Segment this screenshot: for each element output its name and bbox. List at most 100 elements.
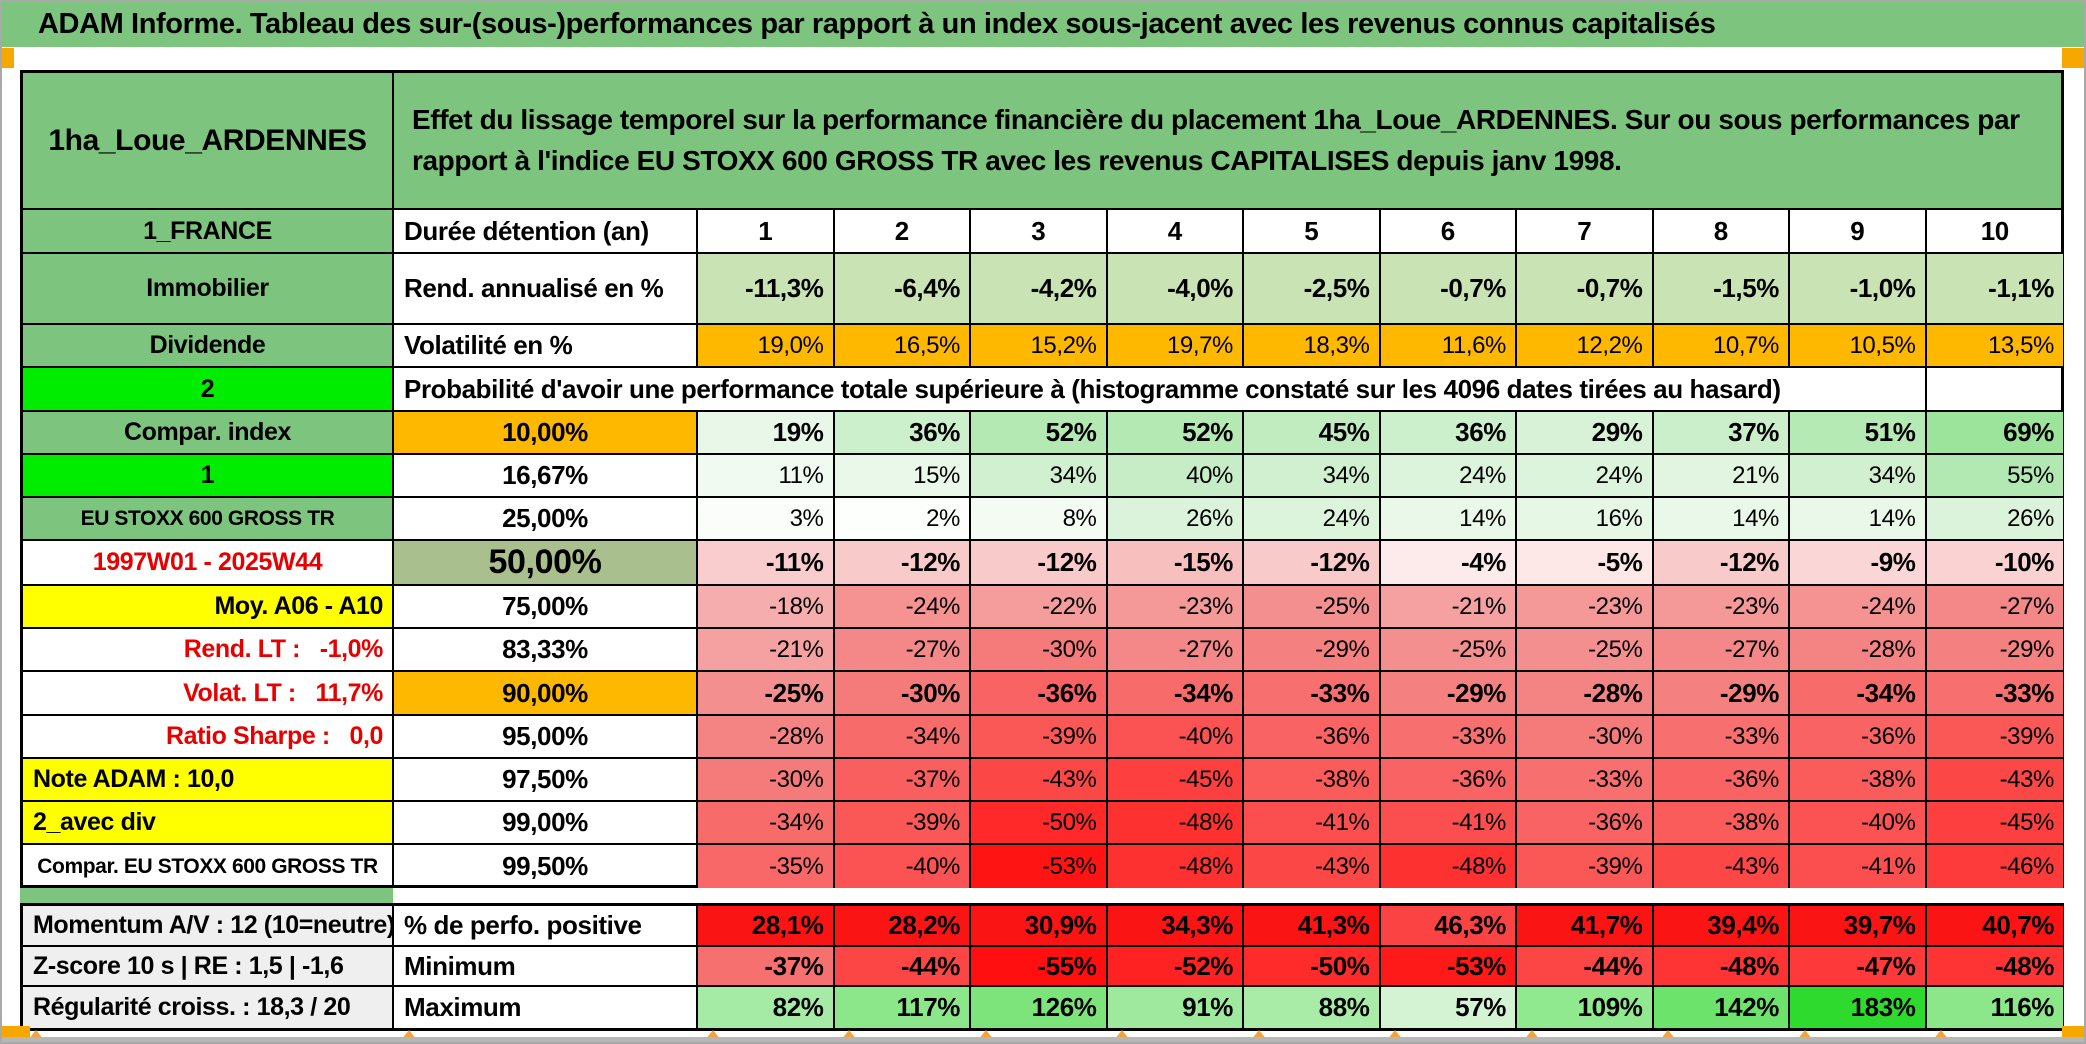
value-cell[interactable]: 69% [1926,412,2063,455]
value-cell[interactable]: 14% [1380,498,1517,541]
value-cell[interactable]: -29% [1926,629,2063,672]
threshold-cell[interactable]: 97,50% [394,759,698,802]
value-cell[interactable]: -18% [698,586,835,629]
value-cell[interactable]: 24% [1244,498,1381,541]
value-cell[interactable]: -33% [1380,716,1517,759]
value-cell[interactable]: -48% [1380,845,1517,888]
metric-cell[interactable]: Volatilité en % [394,325,698,368]
value-cell[interactable]: -15% [1107,541,1244,586]
value-cell[interactable]: -12% [834,541,971,586]
value-cell[interactable]: -2,5% [1244,254,1381,325]
row-label-cell[interactable]: Compar. index [23,412,394,455]
value-cell[interactable]: -48% [1107,802,1244,845]
value-cell[interactable]: 14% [1790,498,1927,541]
value-cell[interactable]: 46,3% [1380,906,1517,947]
value-cell[interactable]: -41% [1244,802,1381,845]
value-cell[interactable]: 8% [971,498,1108,541]
value-cell[interactable]: 57% [1380,987,1517,1028]
row-label-cell[interactable]: 2 [23,368,394,412]
column-header-cell[interactable]: 7 [1517,210,1654,254]
value-cell[interactable]: -4% [1380,541,1517,586]
placement-name-cell[interactable]: 1ha_Loue_ARDENNES [23,73,394,210]
value-cell[interactable]: -37% [698,947,835,987]
value-cell[interactable]: -25% [1244,586,1381,629]
value-cell[interactable]: -6,4% [834,254,971,325]
value-cell[interactable]: 39,7% [1790,906,1927,947]
value-cell[interactable]: -28% [698,716,835,759]
value-cell[interactable]: -10% [1926,541,2063,586]
value-cell[interactable]: -33% [1926,672,2063,716]
value-cell[interactable]: 19,7% [1107,325,1244,368]
value-cell[interactable]: -40% [1790,802,1927,845]
value-cell[interactable]: 40,7% [1926,906,2063,947]
value-cell[interactable]: 55% [1926,455,2063,498]
value-cell[interactable]: -53% [971,845,1108,888]
value-cell[interactable]: 82% [698,987,835,1028]
value-cell[interactable]: 36% [834,412,971,455]
value-cell[interactable]: 52% [971,412,1108,455]
threshold-cell[interactable]: 10,00% [394,412,698,455]
row-label-cell[interactable]: Volat. LT : 11,7% [23,672,394,716]
value-cell[interactable]: 15% [834,455,971,498]
value-cell[interactable]: 21% [1653,455,1790,498]
value-cell[interactable]: -44% [1517,947,1654,987]
value-cell[interactable]: 10,7% [1653,325,1790,368]
value-cell[interactable]: -28% [1790,629,1927,672]
value-cell[interactable]: 45% [1244,412,1381,455]
value-cell[interactable]: -1,0% [1790,254,1927,325]
value-cell[interactable]: -40% [1107,716,1244,759]
threshold-cell[interactable]: 99,50% [394,845,698,888]
column-header-cell[interactable]: 6 [1380,210,1517,254]
value-cell[interactable]: -1,1% [1926,254,2063,325]
value-cell[interactable]: -25% [1380,629,1517,672]
value-cell[interactable]: -0,7% [1517,254,1654,325]
value-cell[interactable]: -12% [1653,541,1790,586]
empty-cell[interactable] [1926,368,2063,412]
value-cell[interactable]: -33% [1517,759,1654,802]
value-cell[interactable]: -33% [1244,672,1381,716]
row-label-cell[interactable]: EU STOXX 600 GROSS TR [23,498,394,541]
value-cell[interactable]: 24% [1517,455,1654,498]
value-cell[interactable]: -4,2% [971,254,1108,325]
value-cell[interactable]: -38% [1244,759,1381,802]
value-cell[interactable]: -38% [1790,759,1927,802]
value-cell[interactable]: -40% [834,845,971,888]
value-cell[interactable]: 11% [698,455,835,498]
value-cell[interactable]: -22% [971,586,1108,629]
value-cell[interactable]: -11% [698,541,835,586]
column-header-cell[interactable]: 8 [1653,210,1790,254]
value-cell[interactable]: 26% [1926,498,2063,541]
value-cell[interactable]: -36% [1790,716,1927,759]
value-cell[interactable]: 14% [1653,498,1790,541]
value-cell[interactable]: 117% [834,987,971,1028]
metric-cell[interactable]: Rend. annualisé en % [394,254,698,325]
probability-title-cell[interactable]: Probabilité d'avoir une performance tota… [394,368,1927,412]
value-cell[interactable]: -50% [1244,947,1381,987]
value-cell[interactable]: 16% [1517,498,1654,541]
value-cell[interactable]: -41% [1380,802,1517,845]
value-cell[interactable]: -21% [1380,586,1517,629]
row-label-cell[interactable]: 1 [23,455,394,498]
value-cell[interactable]: 19,0% [698,325,835,368]
value-cell[interactable]: -21% [698,629,835,672]
metric-cell[interactable]: Minimum [394,947,698,987]
value-cell[interactable]: 183% [1790,987,1927,1028]
value-cell[interactable]: 30,9% [971,906,1108,947]
value-cell[interactable]: -38% [1653,802,1790,845]
value-cell[interactable]: 36% [1380,412,1517,455]
value-cell[interactable]: 34,3% [1107,906,1244,947]
value-cell[interactable]: -45% [1107,759,1244,802]
column-header-cell[interactable]: 5 [1244,210,1381,254]
metric-cell[interactable]: Maximum [394,987,698,1028]
value-cell[interactable]: 91% [1107,987,1244,1028]
value-cell[interactable]: -30% [698,759,835,802]
value-cell[interactable]: -1,5% [1653,254,1790,325]
value-cell[interactable]: -34% [698,802,835,845]
value-cell[interactable]: -24% [834,586,971,629]
row-label-cell[interactable]: Régularité croiss. : 18,3 / 20 [23,987,394,1028]
threshold-cell[interactable]: 90,00% [394,672,698,716]
row-label-cell[interactable]: Momentum A/V : 12 (10=neutre) [23,906,394,947]
threshold-cell[interactable]: 99,00% [394,802,698,845]
value-cell[interactable]: 24% [1380,455,1517,498]
value-cell[interactable]: 52% [1107,412,1244,455]
